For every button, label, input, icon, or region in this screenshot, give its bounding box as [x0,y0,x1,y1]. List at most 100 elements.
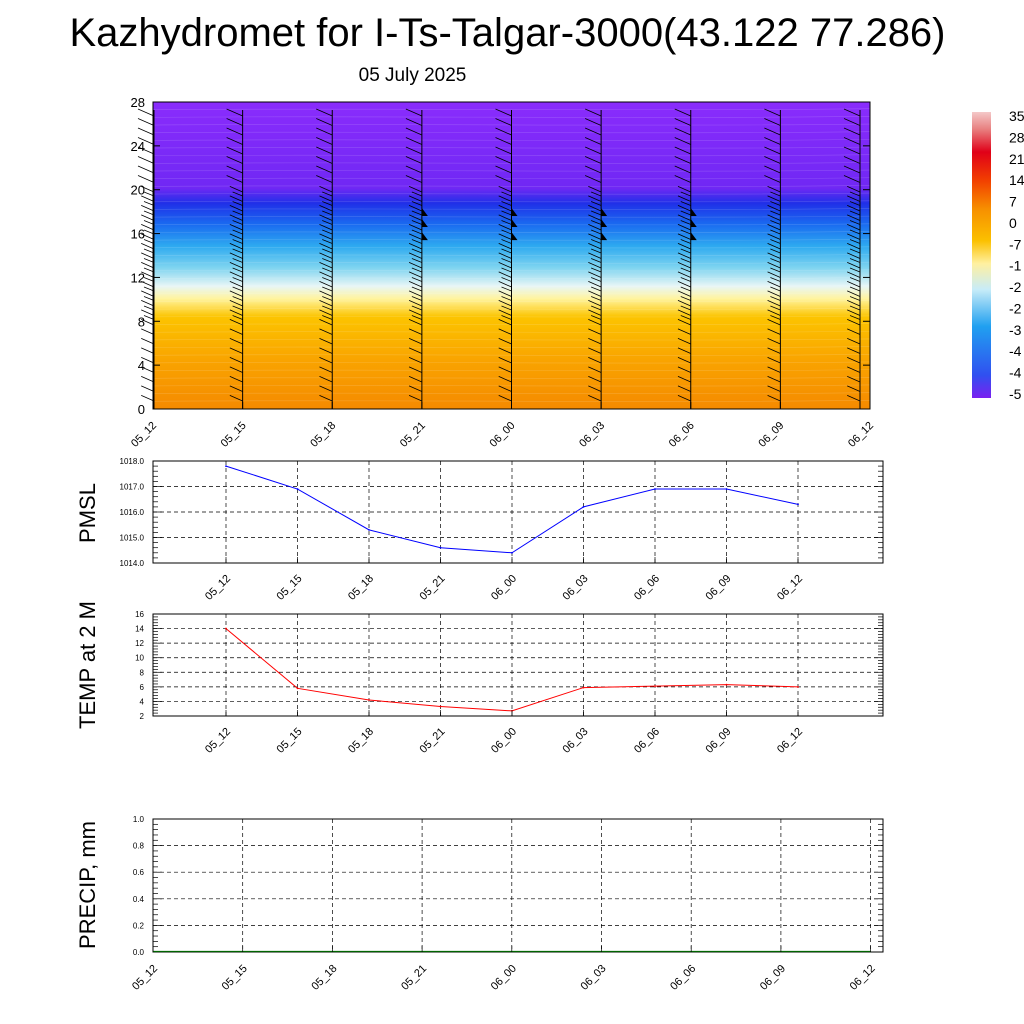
wind-barb [498,214,512,221]
wind-barb [226,146,243,155]
wind-barb [674,127,691,136]
wind-barb [588,195,602,202]
wind-barb [319,319,333,326]
wind-barb [141,262,155,269]
wind-barb [767,252,781,259]
wind-barb [764,118,781,126]
wind-barb [588,290,602,297]
wind-barb [498,243,512,250]
wind-barb [322,258,333,263]
wind-barb [411,315,423,320]
colorbar-label: -1 [1009,258,1022,274]
precip-y-tick-label: 0.4 [133,895,145,904]
wind-barb [843,146,861,155]
wind-barb [770,220,781,225]
wind-barb [770,201,781,206]
wind-barb [408,186,423,193]
precip-ylabel: PRECIP, mm [75,821,100,949]
wind-barb [143,315,155,320]
contour-line [152,346,871,349]
wind-barb [316,156,333,164]
contour-line [152,162,871,164]
wind-barb [137,175,155,183]
wind-barb [229,309,243,316]
wind-barb [764,137,781,145]
wind-barb [849,229,861,235]
wind-barb [588,357,602,364]
wind-barb [143,305,155,311]
wind-barb [229,347,243,354]
wind-barb [588,338,602,345]
contour-line [152,192,871,195]
wind-barb [229,328,243,335]
wind-barb [584,156,602,164]
wind-pennant [690,232,697,241]
wind-barb [143,239,155,244]
wind-barb [767,338,781,345]
wind-barb [588,271,602,278]
wind-barb [319,205,333,212]
wind-barb [232,210,243,216]
pmsl-x-tick-label: 06_09 [704,573,734,603]
contour-line [152,246,871,249]
wind-barb [770,305,781,311]
wind-barb [498,186,512,193]
wind-barb [498,319,512,326]
pmsl-y-tick-label: 1015.0 [120,534,145,543]
wind-barb [588,252,602,259]
temp-x-tick-label: 05_12 [203,726,233,756]
wind-barb [588,262,602,269]
wind-barb [319,243,333,250]
wind-barb [770,248,781,254]
wind-barb [770,315,781,320]
wind-barb [319,395,333,402]
wind-barb [680,315,691,320]
wind-barb [767,357,781,364]
wind-barb [141,243,155,250]
wind-barb [229,252,243,259]
wind-barb [495,146,512,155]
y-tick-label: 8 [138,314,145,329]
temp-y-tick-label: 2 [140,712,145,721]
wind-barb [677,195,691,202]
wind-barb [501,191,512,197]
pmsl-y-tick-label: 1014.0 [120,559,145,568]
wind-barb [322,267,333,273]
x-tick-label: 05_12 [129,420,159,450]
wind-barb [770,286,781,292]
x-tick-label: 06_09 [756,420,786,450]
wind-barb [680,229,691,235]
temp-data-point [797,685,799,688]
wind-barb [143,229,155,235]
colorbar-label: -4 [1009,365,1022,381]
wind-barb [501,239,512,244]
wind-barb [141,357,155,364]
wind-barb [319,338,333,345]
wind-barb [319,300,333,307]
wind-barb [316,165,333,174]
contour-line [152,361,871,364]
colorbar-label: 35 [1009,108,1024,124]
pmsl-data-point [439,546,442,549]
wind-barb [319,186,333,193]
wind-barb [501,277,512,282]
wind-barb [498,347,512,354]
temp-data-point [439,705,442,708]
wind-barb [232,229,243,235]
wind-barb [680,220,691,225]
wind-barb [501,210,512,216]
wind-barb [849,315,861,320]
pmsl-x-tick-label: 05_15 [275,573,305,603]
wind-barb [229,205,243,212]
wind-barb [677,328,691,335]
wind-barb [141,385,155,392]
wind-barb [319,271,333,278]
wind-barb [849,201,861,206]
wind-barb [847,214,861,221]
wind-barb [408,224,423,231]
wind-barb [498,300,512,307]
temp-data-point [296,687,299,690]
wind-barb [767,205,781,212]
temp-y-tick-label: 16 [135,610,144,619]
wind-barb [847,328,861,335]
